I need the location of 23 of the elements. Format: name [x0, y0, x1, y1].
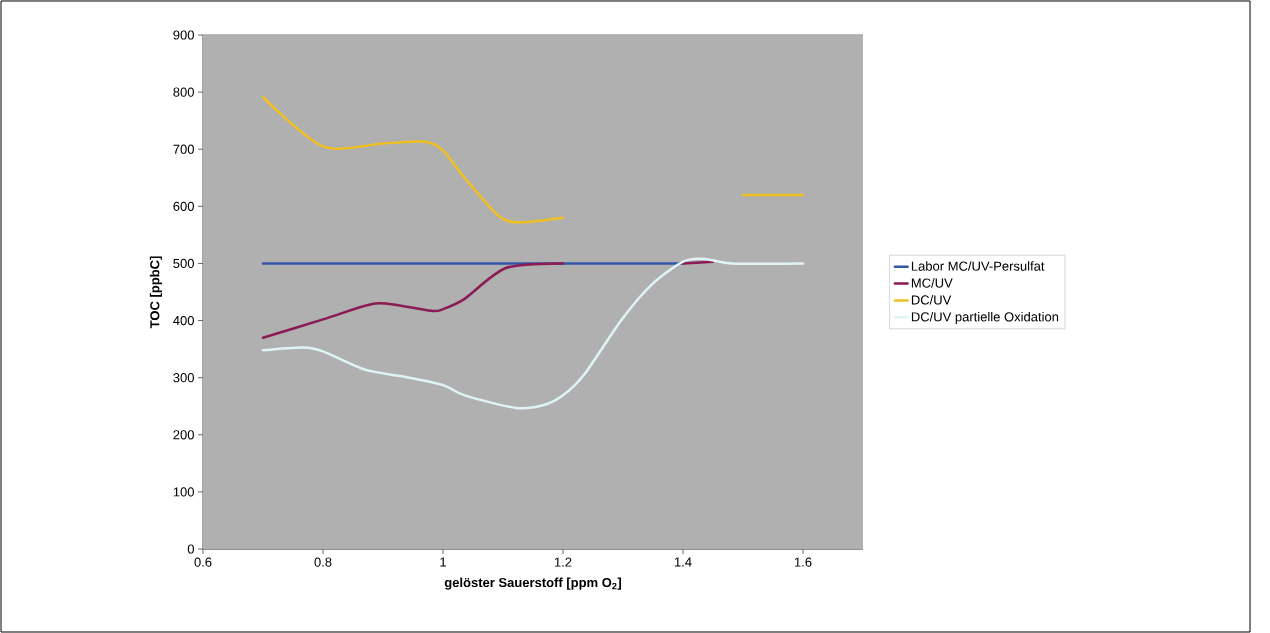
legend-label: DC/UV partielle Oxidation: [911, 311, 1059, 325]
y-tick-label: 200: [173, 430, 194, 440]
y-tick-label: 0: [187, 544, 194, 554]
x-tick-label: 0.8: [314, 557, 332, 567]
x-tick-label: 1.4: [674, 557, 692, 567]
legend-label: MC/UV: [911, 278, 953, 288]
y-tick-label: 500: [173, 258, 194, 269]
y-tick-label: 800: [173, 87, 194, 97]
y-tick-label: 300: [173, 373, 194, 383]
y-tick-label: 700: [173, 144, 194, 154]
x-tick-label: 0.6: [194, 557, 212, 567]
x-tick-label: 1.2: [554, 557, 572, 567]
y-tick-label: 400: [173, 315, 194, 326]
x-axis-title: gelöster Sauerstoff [ppm O$_{2}$]: [444, 577, 621, 590]
y-tick-label: 600: [173, 201, 194, 211]
legend-label: DC/UV: [911, 294, 952, 305]
legend-label: Labor MC/UV-Persulfat: [911, 261, 1045, 271]
x-tick-label: 1.6: [794, 557, 812, 567]
line-series: [261, 257, 805, 410]
y-tick-label: 900: [173, 30, 194, 40]
y-axis-title: TOC [ppbC]: [149, 256, 162, 329]
x-tick-label: 1: [440, 557, 446, 567]
y-tick-label: 100: [173, 487, 194, 497]
